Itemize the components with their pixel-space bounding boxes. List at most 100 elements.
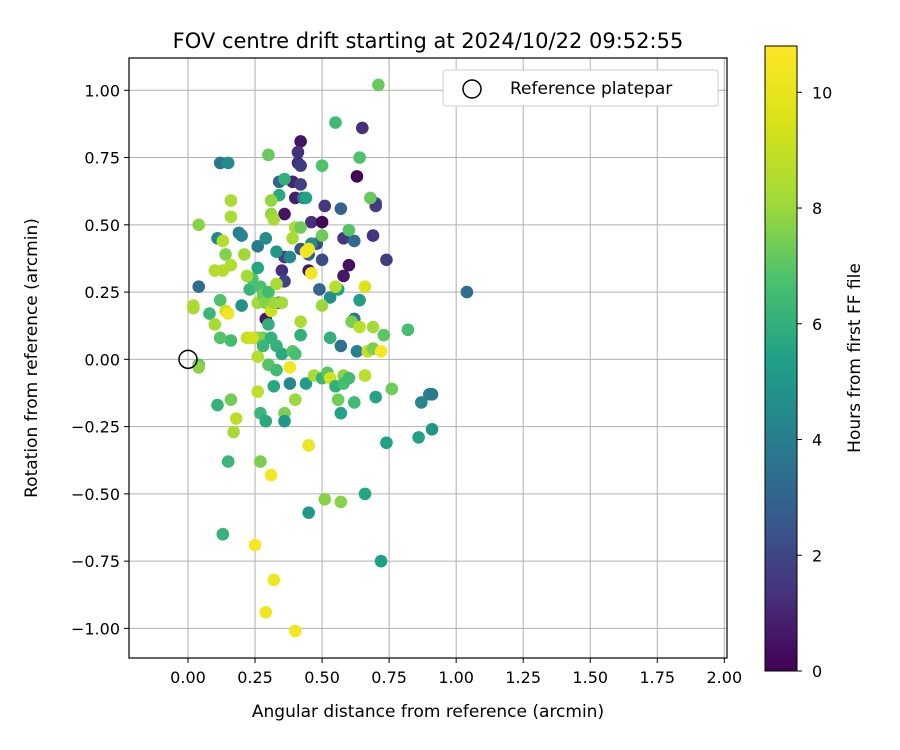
data-point bbox=[334, 495, 348, 509]
data-point bbox=[262, 318, 275, 331]
plot-frame bbox=[128, 57, 728, 659]
data-point bbox=[227, 425, 240, 439]
data-point bbox=[224, 258, 238, 272]
data-point bbox=[216, 527, 230, 541]
data-point bbox=[374, 554, 388, 568]
data-point bbox=[380, 436, 393, 450]
data-point bbox=[270, 245, 283, 259]
colorbar-label: Hours from first FF file bbox=[845, 263, 865, 453]
x-tick-label: 0.75 bbox=[371, 668, 407, 687]
data-point bbox=[256, 339, 270, 353]
data-point bbox=[299, 377, 313, 390]
y-tick-label: 0.25 bbox=[84, 283, 120, 302]
colorbar-tick-label: 10 bbox=[812, 83, 832, 102]
data-point bbox=[211, 398, 224, 412]
data-point bbox=[278, 207, 291, 221]
data-point bbox=[235, 229, 248, 242]
data-point bbox=[412, 431, 425, 444]
y-ticks: −1.00 −0.75 −0.50 −0.25 0.00 0.25 0.50 0.75 1.00 bbox=[71, 81, 129, 638]
data-point bbox=[270, 363, 283, 377]
data-point bbox=[425, 388, 439, 401]
data-point bbox=[315, 253, 329, 267]
data-point bbox=[358, 487, 372, 501]
x-tick-label: 1.00 bbox=[438, 668, 474, 687]
data-point bbox=[302, 506, 315, 520]
data-point bbox=[283, 361, 297, 374]
colorbar-gradient bbox=[764, 45, 798, 672]
legend: Reference platepar bbox=[442, 69, 719, 107]
data-point bbox=[235, 299, 248, 312]
x-tick-label: 0.00 bbox=[170, 668, 206, 687]
data-point bbox=[366, 320, 380, 334]
data-point bbox=[358, 280, 372, 293]
data-point bbox=[275, 296, 289, 310]
reference-platepar-marker bbox=[178, 349, 198, 370]
data-point bbox=[224, 334, 238, 347]
x-axis-label: Angular distance from reference (arcmin) bbox=[252, 702, 604, 722]
data-point bbox=[374, 344, 388, 358]
data-point bbox=[377, 328, 391, 342]
data-point bbox=[213, 331, 227, 345]
data-point bbox=[288, 624, 302, 638]
data-point bbox=[267, 213, 281, 226]
data-point bbox=[291, 145, 305, 159]
colorbar-tick-label: 4 bbox=[812, 431, 822, 450]
data-point bbox=[251, 385, 265, 398]
x-tick-label: 0.50 bbox=[304, 668, 340, 687]
x-tick-label: 1.75 bbox=[639, 668, 675, 687]
data-point bbox=[299, 191, 313, 205]
data-point bbox=[342, 223, 356, 237]
data-point bbox=[251, 240, 265, 253]
data-point bbox=[334, 406, 348, 420]
data-point bbox=[192, 361, 206, 374]
data-point bbox=[288, 393, 302, 407]
data-point bbox=[251, 261, 265, 275]
x-tick-label: 2.00 bbox=[707, 668, 743, 687]
data-point bbox=[275, 347, 289, 361]
data-point bbox=[342, 258, 356, 272]
legend-entry-reference-platepar: Reference platepar bbox=[510, 79, 672, 99]
data-point bbox=[356, 121, 369, 135]
data-point bbox=[288, 347, 302, 361]
data-point bbox=[248, 538, 262, 552]
colorbar-tick-label: 6 bbox=[812, 315, 822, 334]
data-point bbox=[294, 159, 307, 172]
data-point bbox=[259, 414, 273, 428]
data-point bbox=[364, 191, 377, 205]
y-axis-label: Rotation from reference (arcmin) bbox=[22, 218, 42, 498]
data-point bbox=[294, 135, 307, 148]
data-point bbox=[246, 331, 259, 345]
grid-lines bbox=[129, 58, 727, 658]
data-point bbox=[283, 250, 297, 264]
data-point bbox=[401, 323, 415, 337]
y-tick-label: −0.75 bbox=[71, 552, 120, 571]
data-point bbox=[329, 280, 342, 293]
data-point bbox=[251, 350, 265, 363]
colorbar-ticks: 0 2 4 6 8 10 bbox=[797, 83, 832, 681]
data-point bbox=[264, 194, 278, 207]
colorbar-tick-label: 8 bbox=[812, 199, 822, 218]
data-point bbox=[358, 369, 372, 382]
data-point bbox=[283, 377, 297, 390]
data-point bbox=[318, 199, 332, 213]
data-point bbox=[221, 156, 235, 170]
data-point bbox=[240, 269, 254, 283]
data-point bbox=[315, 299, 329, 312]
x-tick-label: 0.25 bbox=[237, 668, 273, 687]
y-tick-label: −0.25 bbox=[71, 418, 120, 437]
x-tick-label: 1.25 bbox=[505, 668, 541, 687]
data-point bbox=[353, 320, 366, 334]
y-tick-label: 0.00 bbox=[84, 350, 120, 369]
data-point bbox=[315, 215, 329, 229]
data-point bbox=[221, 307, 235, 320]
y-tick-label: −0.50 bbox=[71, 485, 120, 504]
data-point bbox=[302, 439, 315, 452]
data-point bbox=[313, 283, 326, 296]
data-point bbox=[213, 293, 227, 307]
data-point bbox=[224, 194, 238, 207]
data-point bbox=[259, 231, 273, 245]
data-point bbox=[294, 221, 307, 234]
y-tick-label: −1.00 bbox=[71, 619, 120, 638]
data-point bbox=[334, 339, 348, 353]
